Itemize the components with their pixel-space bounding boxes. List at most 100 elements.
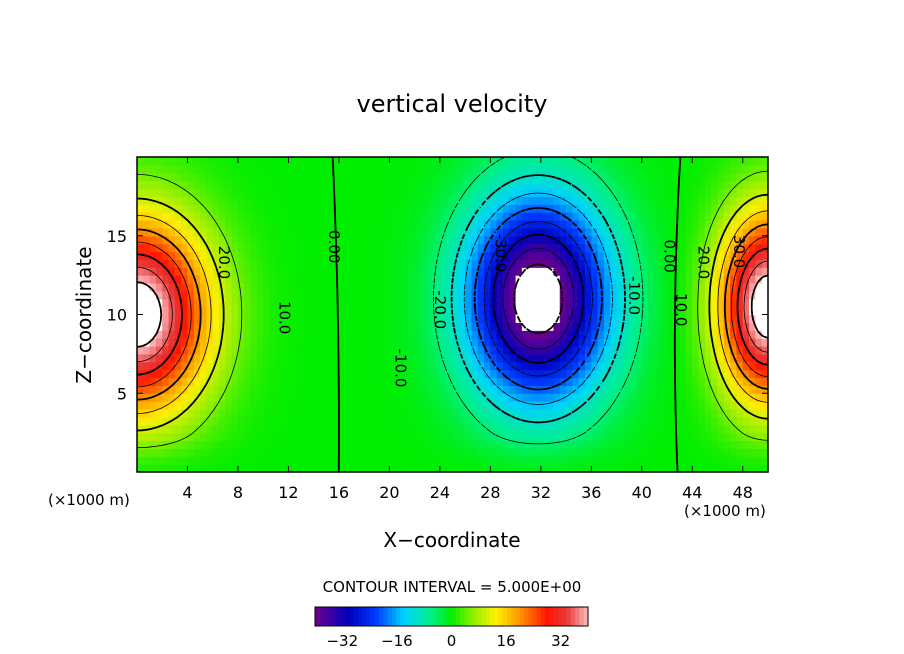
field-cell bbox=[225, 424, 233, 434]
field-cell bbox=[439, 424, 447, 434]
field-cell bbox=[540, 220, 548, 229]
field-cell bbox=[698, 164, 706, 174]
field-cell bbox=[578, 243, 586, 253]
field-cell bbox=[730, 157, 738, 166]
field-cell bbox=[427, 172, 435, 182]
field-cell bbox=[490, 385, 498, 394]
field-cell bbox=[761, 401, 768, 410]
field-cell bbox=[553, 361, 561, 371]
field-cell bbox=[452, 377, 460, 386]
field-cell bbox=[509, 157, 517, 166]
field-cell bbox=[521, 409, 529, 418]
field-cell bbox=[250, 432, 258, 442]
field-cell bbox=[540, 353, 548, 363]
field-cell bbox=[635, 259, 643, 268]
field-cell bbox=[294, 172, 302, 182]
field-cell bbox=[572, 401, 580, 410]
field-cell bbox=[219, 361, 226, 371]
field-cell bbox=[326, 157, 334, 166]
field-cell bbox=[364, 188, 372, 197]
field-cell bbox=[319, 346, 327, 355]
field-cell bbox=[692, 298, 700, 308]
field-cell bbox=[616, 416, 624, 426]
field-cell bbox=[137, 424, 144, 434]
field-cell bbox=[578, 416, 586, 426]
field-cell bbox=[685, 164, 693, 174]
field-cell bbox=[465, 385, 473, 394]
field-cell bbox=[749, 448, 756, 457]
field-cell bbox=[237, 227, 245, 237]
field-cell bbox=[206, 267, 214, 276]
field-cell bbox=[679, 243, 687, 253]
field-cell bbox=[275, 464, 283, 472]
field-cell bbox=[660, 353, 668, 363]
field-cell bbox=[162, 456, 170, 465]
field-cell bbox=[364, 448, 372, 457]
field-cell bbox=[143, 393, 151, 402]
field-cell bbox=[572, 440, 580, 449]
field-cell bbox=[294, 267, 302, 276]
field-cell bbox=[603, 275, 611, 284]
field-cell bbox=[408, 283, 416, 292]
field-cell bbox=[622, 377, 630, 386]
field-cell bbox=[698, 432, 706, 442]
field-cell bbox=[635, 164, 643, 174]
field-cell bbox=[345, 220, 353, 229]
field-cell bbox=[402, 172, 409, 182]
field-cell bbox=[345, 275, 353, 284]
field-cell bbox=[332, 369, 340, 379]
field-cell bbox=[282, 227, 290, 237]
field-cell bbox=[540, 424, 548, 434]
field-cell bbox=[559, 227, 567, 237]
colorbar-segment bbox=[425, 607, 431, 626]
field-cell bbox=[307, 377, 315, 386]
field-cell bbox=[294, 440, 302, 449]
field-cell bbox=[357, 322, 365, 331]
field-cell bbox=[452, 204, 460, 213]
field-cell bbox=[534, 220, 542, 229]
field-cell bbox=[250, 353, 258, 363]
field-cell bbox=[275, 369, 283, 379]
field-cell bbox=[679, 409, 687, 418]
field-cell bbox=[212, 283, 220, 292]
field-cell bbox=[275, 361, 283, 371]
field-cell bbox=[502, 164, 510, 174]
field-cell bbox=[591, 275, 599, 284]
field-cell bbox=[755, 298, 763, 308]
field-cell bbox=[427, 393, 435, 402]
field-cell bbox=[717, 212, 725, 221]
field-cell bbox=[711, 338, 719, 347]
field-cell bbox=[383, 251, 390, 260]
field-cell bbox=[200, 164, 208, 174]
field-cell bbox=[648, 330, 656, 339]
field-cell bbox=[395, 251, 403, 260]
field-cell bbox=[275, 235, 283, 245]
field-cell bbox=[282, 424, 290, 434]
field-cell bbox=[736, 409, 744, 418]
field-cell bbox=[162, 298, 170, 308]
field-cell bbox=[275, 212, 283, 221]
field-cell bbox=[143, 409, 151, 418]
field-cell bbox=[427, 290, 435, 300]
field-cell bbox=[420, 172, 428, 182]
field-cell bbox=[660, 369, 668, 379]
field-cell bbox=[439, 188, 447, 197]
field-cell bbox=[685, 456, 693, 465]
field-cell bbox=[502, 290, 510, 300]
field-cell bbox=[263, 172, 271, 182]
field-cell bbox=[540, 180, 548, 190]
field-cell bbox=[446, 330, 454, 339]
field-cell bbox=[313, 235, 321, 245]
field-cell bbox=[616, 424, 624, 434]
field-cell bbox=[294, 227, 302, 237]
field-cell bbox=[755, 227, 763, 237]
field-cell bbox=[465, 275, 473, 284]
field-cell bbox=[667, 464, 674, 472]
field-cell bbox=[219, 440, 226, 449]
field-cell bbox=[616, 448, 624, 457]
field-cell bbox=[597, 196, 605, 205]
field-cell bbox=[534, 448, 542, 457]
field-cell bbox=[351, 283, 359, 292]
field-cell bbox=[395, 164, 403, 174]
field-cell bbox=[395, 464, 403, 472]
